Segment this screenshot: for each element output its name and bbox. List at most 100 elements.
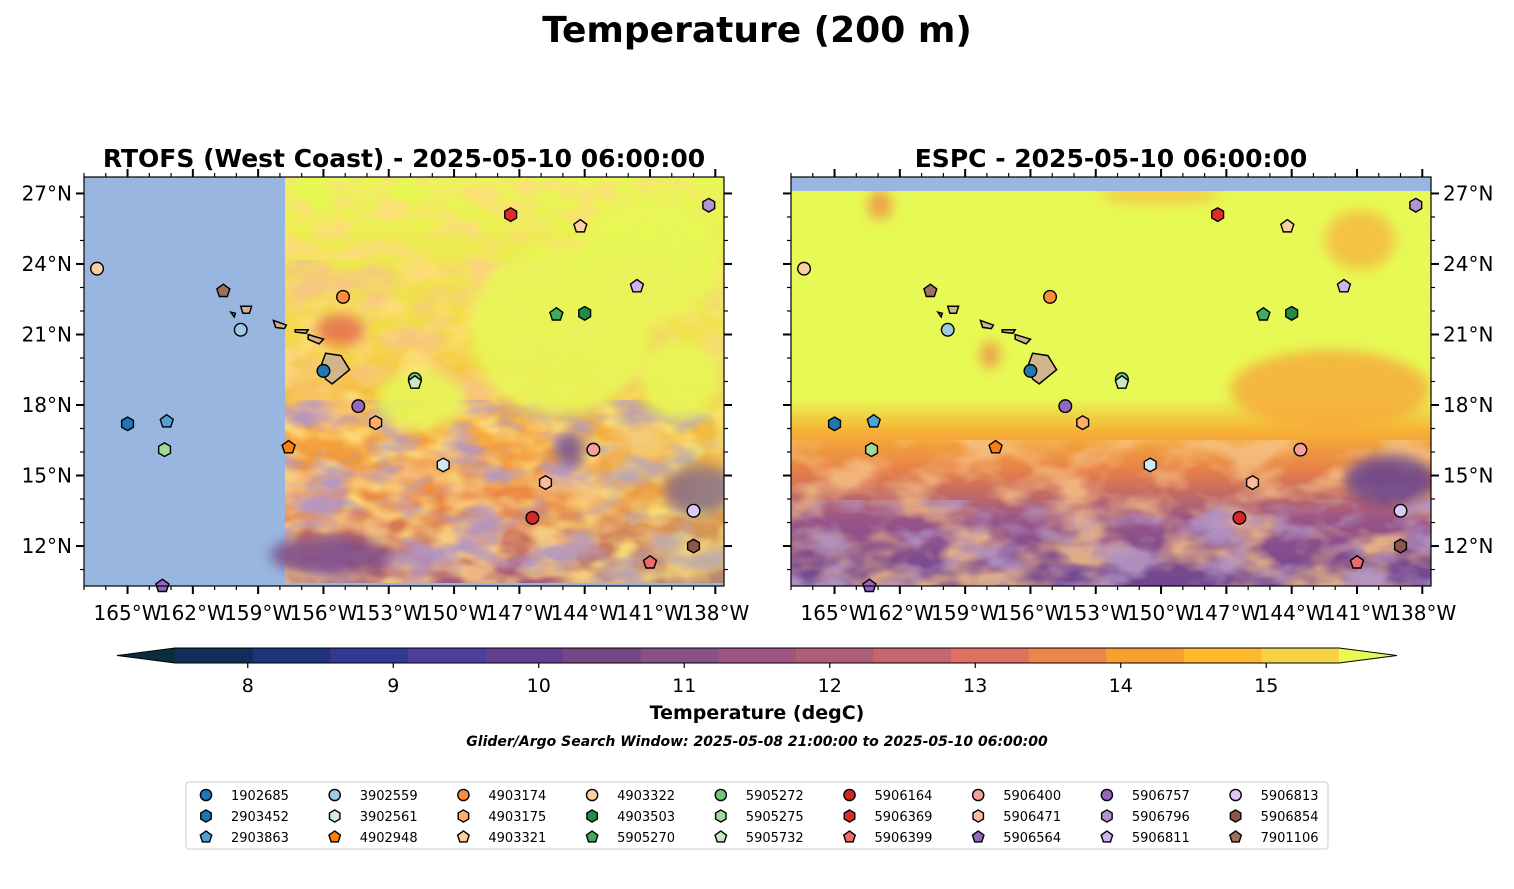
colorbar-label: Temperature (degC) — [650, 702, 865, 724]
y-tick-label: 24°N — [22, 252, 72, 276]
float-4903175 — [369, 415, 383, 431]
field-overlay — [285, 177, 724, 586]
colorbar-tick-label: 11 — [672, 675, 696, 697]
panel-rtofs: RTOFS (West Coast) - 2025-05-10 06:00:00 — [22, 144, 750, 625]
colorbar-tick-label: 12 — [818, 675, 842, 697]
island-maui — [307, 333, 325, 345]
island-maui — [1014, 333, 1032, 345]
legend-marker-2903863 — [199, 830, 213, 843]
colorbar-segment — [175, 648, 254, 663]
colorbar-segment — [1106, 648, 1185, 663]
legend-items: 1902685 2903452 2903863 3902559 3902561 49029… — [199, 788, 1319, 846]
colorbar-extend-high — [1339, 648, 1397, 663]
float-2903863 — [866, 413, 882, 428]
y-tick-label: 24°N — [1443, 252, 1493, 276]
legend-marker-5905270 — [585, 830, 599, 843]
colorbar: 8 9 10 11 12 13 14 15 — [116, 647, 1398, 697]
float-5905270 — [549, 306, 564, 321]
float-5906564 — [862, 578, 877, 593]
search-window-note: Glider/Argo Search Window: 2025-05-08 21… — [466, 734, 1048, 750]
y-tick-label: 21°N — [22, 322, 72, 346]
floats-rtofs — [90, 197, 716, 593]
float-5906811 — [629, 278, 645, 293]
legend-label: 5906399 — [875, 831, 933, 846]
colorbar-segment — [951, 648, 1030, 663]
panel-title-espc: ESPC - 2025-05-10 06:00:00 — [915, 144, 1308, 173]
legend-marker-5906757 — [1100, 788, 1114, 802]
legend-label: 5906564 — [1003, 831, 1061, 846]
legend-label: 2903452 — [231, 810, 289, 825]
legend-marker-5906796 — [1100, 809, 1113, 823]
float-4903503 — [1285, 305, 1299, 321]
colorbar-segment — [563, 648, 642, 663]
float-4902948 — [281, 439, 296, 454]
legend-label: 5905270 — [617, 831, 675, 846]
legend-label: 5905275 — [746, 810, 804, 825]
land-hawaii-rtofs — [229, 305, 351, 385]
legend-label: 4903503 — [617, 810, 675, 825]
float-2903452 — [120, 416, 135, 432]
legend-label: 5905272 — [746, 789, 804, 804]
island-kauai — [946, 305, 960, 315]
float-5906369 — [504, 207, 518, 223]
legend-label: 4903174 — [488, 789, 546, 804]
y-tick-label: 27°N — [22, 181, 72, 205]
float-5905275 — [864, 442, 879, 458]
espc-patches — [868, 185, 1431, 505]
float-5906564 — [155, 578, 170, 593]
legend-label: 5906164 — [875, 789, 933, 804]
float-3902559 — [233, 322, 248, 337]
x-tick-label: 159°W — [224, 601, 292, 625]
legend-marker-5906369 — [843, 809, 856, 823]
float-5905270 — [1256, 306, 1271, 321]
x-tick-label: 153°W — [355, 601, 423, 625]
float-7901106 — [923, 283, 938, 298]
float-5905732 — [407, 375, 423, 389]
float-5906400 — [1293, 442, 1308, 457]
colorbar-segment — [795, 648, 874, 663]
colorbar-tick-label: 15 — [1254, 675, 1278, 697]
legend-label: 4902948 — [360, 831, 418, 846]
legend-box — [185, 781, 1329, 850]
float-5906164 — [1232, 510, 1247, 525]
float-5905732 — [1114, 375, 1130, 389]
float-4902948 — [988, 439, 1003, 454]
x-tick-label: 141°W — [616, 601, 684, 625]
island-niihau — [936, 310, 944, 319]
y-tick-label: 15°N — [22, 464, 72, 488]
colorbar-outline — [116, 647, 1398, 664]
y-tick-label: 18°N — [1443, 393, 1493, 417]
legend-marker-3902561 — [328, 809, 341, 823]
legend-label: 7901106 — [1261, 831, 1319, 846]
colorbar-tick-label: 9 — [387, 675, 399, 697]
float-2903863 — [159, 413, 175, 428]
y-tick-label: 21°N — [1443, 322, 1493, 346]
float-1902685 — [1023, 363, 1038, 378]
legend: 1902685 2903452 2903863 3902559 3902561 49029… — [185, 781, 1329, 850]
colorbar-segment — [640, 648, 719, 663]
float-1902685 — [316, 363, 331, 378]
legend-marker-4903175 — [457, 809, 470, 823]
float-4903322 — [797, 261, 812, 276]
colorbar-tick-label: 8 — [242, 675, 254, 697]
legend-marker-5906813 — [1229, 788, 1242, 802]
island-oahu — [979, 319, 995, 330]
legend-marker-5906854 — [1229, 809, 1242, 823]
x-tick-label: 165°W — [94, 601, 162, 625]
float-4903322 — [90, 261, 105, 276]
legend-marker-5906399 — [842, 830, 857, 843]
legend-marker-3902559 — [328, 788, 342, 802]
legend-label: 2903863 — [231, 831, 289, 846]
x-tick-label: 144°W — [1258, 601, 1326, 625]
island-oahu — [272, 319, 288, 330]
legend-label: 5906369 — [875, 810, 933, 825]
x-tick-label: 165°W — [801, 601, 869, 625]
x-tick-label: 156°W — [996, 601, 1064, 625]
float-5906796 — [702, 197, 716, 213]
x-tick-label: 147°W — [1192, 601, 1260, 625]
colorbar-segment — [1028, 648, 1107, 663]
float-5905275 — [157, 442, 172, 458]
y-tick-label: 15°N — [1443, 464, 1493, 488]
x-tick-label: 162°W — [159, 601, 227, 625]
float-4903321 — [1280, 218, 1295, 233]
